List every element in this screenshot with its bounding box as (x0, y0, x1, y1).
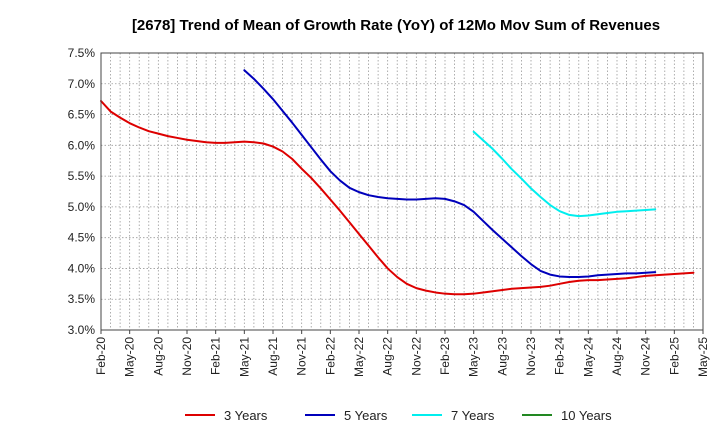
series-line-7-years (472, 130, 657, 218)
x-tick-label: Feb-24 (553, 337, 567, 375)
x-tick-label: Nov-22 (409, 337, 423, 376)
y-tick-label: 7.5% (68, 46, 96, 60)
y-tick-label: 7.0% (68, 77, 96, 91)
y-tick-label: 3.0% (68, 323, 96, 337)
y-tick-label: 4.5% (68, 231, 96, 245)
y-tick-label: 3.5% (68, 292, 96, 306)
x-tick-label: Nov-21 (295, 337, 309, 376)
x-tick-label: May-25 (696, 337, 710, 377)
legend: 3 Years 5 Years 7 Years 10 Years (185, 408, 612, 423)
x-tick-label: May-23 (467, 337, 481, 377)
plot-frame (100, 52, 704, 331)
legend-label-3-years: 3 Years (224, 408, 268, 423)
x-tick-label: Feb-20 (94, 337, 108, 375)
x-tick-label: Nov-23 (524, 337, 538, 376)
x-tick-label: May-21 (237, 337, 251, 377)
y-tick-label: 5.0% (68, 200, 96, 214)
x-tick-label: Feb-25 (667, 337, 681, 375)
series-line-5-years (243, 69, 657, 279)
legend-label-7-years: 7 Years (451, 408, 495, 423)
x-tick-label: Feb-23 (438, 337, 452, 375)
x-tick-label: May-22 (352, 337, 366, 377)
x-tick-label: Aug-20 (151, 337, 165, 376)
x-tick-label: Aug-23 (495, 337, 509, 376)
y-tick-label: 5.5% (68, 169, 96, 183)
x-tick-label: Aug-21 (266, 337, 280, 376)
x-tick-label: Aug-22 (381, 337, 395, 376)
y-tick-label: 6.0% (68, 138, 96, 152)
chart-title: [2678] Trend of Mean of Growth Rate (YoY… (132, 17, 660, 34)
grid (101, 53, 703, 330)
x-tick-label: May-24 (581, 337, 595, 377)
x-tick-label: Feb-21 (209, 337, 223, 375)
y-tick-label: 4.0% (68, 261, 96, 275)
x-tick-label: Feb-22 (323, 337, 337, 375)
x-axis: Feb-20 May-20 Aug-20 Nov-20 Feb-21 May-21 Aug-… (94, 330, 710, 377)
series-line-3-years (100, 100, 695, 296)
x-tick-label: Nov-20 (180, 337, 194, 376)
series-group (100, 69, 695, 296)
y-axis: 3.0% 3.5% 4.0% 4.5% 5.0% 5.5% 6.0% 6.5% 7.0% 7.5% (68, 46, 96, 337)
legend-label-5-years: 5 Years (344, 408, 388, 423)
legend-label-10-years: 10 Years (561, 408, 612, 423)
x-tick-label: May-20 (123, 337, 137, 377)
x-tick-label: Aug-24 (610, 337, 624, 376)
y-tick-label: 6.5% (68, 108, 96, 122)
x-tick-label: Nov-24 (639, 337, 653, 376)
